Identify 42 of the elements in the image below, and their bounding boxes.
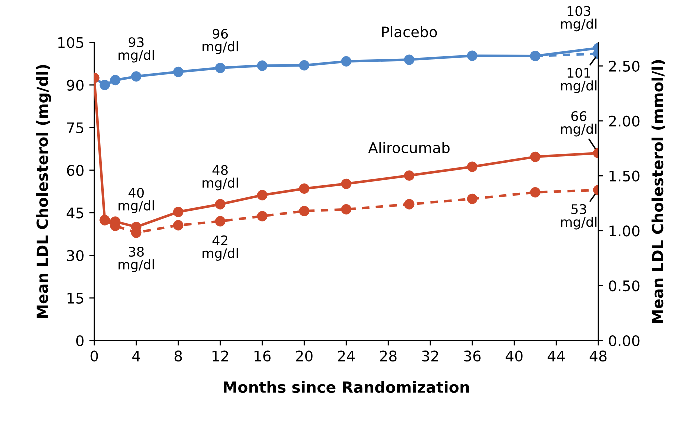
- annotation: 38 mg/dl: [118, 247, 154, 272]
- y-tick-label: 45: [66, 208, 84, 219]
- annotation: 48 mg/dl: [202, 165, 238, 191]
- x-tick-label: 16: [254, 350, 271, 362]
- x-tick-label: 0: [90, 350, 98, 362]
- x-tick-label: 12: [212, 350, 228, 362]
- y-tick-label: 90: [67, 80, 84, 91]
- y-tick-label: 105: [58, 37, 84, 48]
- annotation: 53 mg/dl: [561, 204, 597, 230]
- y2-tick-label: 2.00: [609, 116, 640, 127]
- annotation: 42 mg/dl: [202, 236, 238, 261]
- x-tick-label: 28: [380, 350, 397, 362]
- annotation: 93 mg/dl: [118, 37, 154, 63]
- annotation: 103 mg/dl: [561, 6, 597, 32]
- y-tick-label: 75: [67, 122, 84, 134]
- x-axis-title: Months since Randomization: [224, 381, 470, 394]
- x-tick-label: 44: [548, 350, 565, 362]
- x-tick-label: 20: [296, 350, 313, 362]
- series-label: Placebo: [382, 26, 438, 38]
- annotation: 96 mg/dl: [202, 28, 238, 54]
- x-tick-label: 8: [174, 350, 182, 362]
- y-tick-label: 60: [67, 165, 84, 176]
- y-tick-label: 0: [76, 336, 84, 347]
- y-tick-label: 15: [68, 293, 84, 304]
- x-tick-label: 24: [338, 350, 355, 362]
- series-label: Alirocumab: [368, 142, 450, 154]
- y2-tick-label: 2.50: [609, 60, 640, 72]
- y-tick-label: 30: [67, 250, 84, 262]
- annotation: 40 mg/dl: [118, 188, 154, 214]
- annotation: 101 mg/dl: [561, 68, 597, 94]
- y2-tick-label: 0.00: [609, 336, 640, 347]
- x-tick-label: 36: [464, 350, 481, 362]
- x-tick-label: 4: [132, 350, 140, 362]
- y2-tick-label: 1.00: [610, 226, 640, 237]
- x-tick-label: 40: [506, 350, 523, 362]
- annotation: 66 mg/dl: [561, 111, 597, 137]
- y2-tick-label: 0.50: [609, 280, 640, 292]
- x-tick-label: 32: [422, 350, 438, 362]
- x-tick-label: 48: [590, 350, 607, 362]
- y2-axis-title: Mean LDL Cholesterol (mmol/l): [652, 60, 666, 324]
- y-axis-title: Mean LDL Cholesterol (mg/dl): [36, 65, 52, 318]
- y2-tick-label: 1.50: [610, 170, 640, 182]
